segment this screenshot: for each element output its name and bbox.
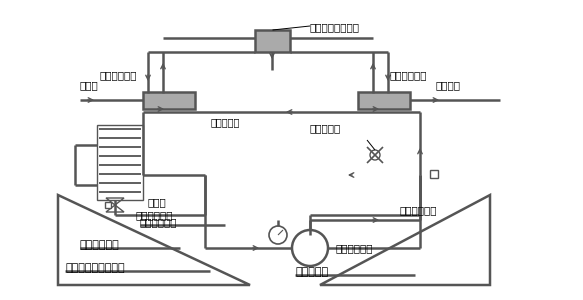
Bar [105,202,111,208]
Bar [97,125,143,200]
Text: 圧縮空気入口: 圧縮空気入口 [100,70,138,80]
Text: ドレン出口: ドレン出口 [210,117,240,127]
Text: 圧力スイッチ: 圧力スイッチ [80,240,120,250]
Text: 冷凍用圧縮機: 冷凍用圧縮機 [335,243,373,253]
Text: リヒータ: リヒータ [435,80,460,90]
Text: 圧縮空気出口: 圧縮空気出口 [390,70,427,80]
Text: クーラ: クーラ [80,80,99,90]
Text: 容量調整弁: 容量調整弁 [310,123,341,133]
Text: ファンモータ: ファンモータ [135,210,173,220]
Text: ドレンセパレータ: ドレンセパレータ [310,22,360,32]
Text: 凝縮器: 凝縮器 [148,197,167,207]
Bar [430,170,438,178]
Bar [143,92,195,109]
Text: キャピラリチューブ: キャピラリチューブ [65,263,125,273]
Bar [255,30,290,52]
Text: ファンモータ: ファンモータ [140,217,177,227]
Text: 蕃発温度計: 蕃発温度計 [295,267,328,277]
Text: 高圧スイッチ: 高圧スイッチ [400,205,437,215]
Bar [358,92,410,109]
